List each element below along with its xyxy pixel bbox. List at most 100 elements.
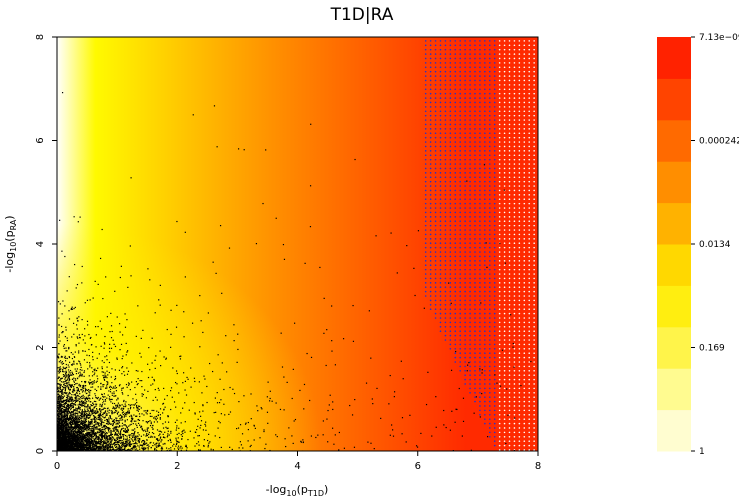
blue-dot bbox=[464, 295, 466, 297]
white-dot bbox=[518, 101, 521, 104]
blue-dot bbox=[493, 352, 496, 354]
data-point bbox=[101, 446, 103, 448]
blue-dot bbox=[424, 220, 427, 223]
data-point bbox=[108, 439, 110, 441]
data-point bbox=[82, 430, 85, 432]
white-dot bbox=[523, 180, 526, 183]
white-dot bbox=[533, 136, 535, 139]
data-point bbox=[83, 401, 85, 404]
white-dot bbox=[528, 189, 531, 192]
data-point bbox=[99, 429, 101, 431]
blue-dot bbox=[434, 211, 437, 214]
data-point bbox=[66, 379, 68, 381]
white-dot bbox=[533, 400, 535, 403]
data-point bbox=[127, 431, 129, 433]
blue-dot bbox=[474, 53, 476, 55]
blue-dot bbox=[493, 242, 496, 245]
blue-dot bbox=[464, 189, 466, 192]
blue-dot bbox=[493, 163, 496, 165]
white-dot bbox=[503, 326, 506, 328]
white-dot bbox=[498, 413, 501, 416]
data-point bbox=[61, 415, 63, 417]
white-dot bbox=[533, 356, 535, 359]
blue-dot bbox=[469, 79, 471, 82]
data-point bbox=[60, 402, 62, 405]
data-point bbox=[143, 414, 145, 416]
white-dot bbox=[533, 119, 535, 121]
blue-dot bbox=[479, 339, 481, 341]
blue-dot bbox=[454, 92, 457, 95]
blue-dot bbox=[454, 66, 457, 69]
blue-dot bbox=[479, 396, 481, 398]
blue-dot bbox=[424, 273, 427, 275]
white-dot bbox=[523, 326, 526, 328]
blue-dot bbox=[434, 202, 437, 205]
data-point bbox=[124, 421, 126, 423]
white-dot bbox=[498, 374, 501, 376]
data-point bbox=[118, 422, 121, 424]
blue-dot bbox=[449, 114, 452, 117]
white-dot bbox=[533, 431, 535, 434]
data-point bbox=[79, 438, 81, 441]
white-dot bbox=[508, 136, 511, 139]
blue-dot bbox=[434, 180, 437, 183]
data-point bbox=[157, 387, 159, 389]
data-point bbox=[82, 422, 84, 425]
data-point bbox=[59, 397, 61, 400]
blue-dot bbox=[469, 233, 471, 236]
white-dot bbox=[503, 413, 506, 416]
data-point bbox=[138, 438, 140, 440]
blue-dot bbox=[474, 251, 476, 253]
data-point bbox=[84, 328, 86, 330]
data-point bbox=[146, 444, 148, 447]
white-dot bbox=[498, 229, 501, 231]
white-dot bbox=[523, 66, 526, 69]
white-dot bbox=[518, 84, 521, 86]
white-dot bbox=[523, 119, 526, 121]
blue-dot bbox=[484, 44, 486, 47]
white-dot bbox=[508, 48, 511, 51]
blue-dot bbox=[459, 264, 461, 267]
white-dot bbox=[508, 347, 511, 350]
blue-dot bbox=[493, 57, 496, 60]
data-point bbox=[62, 429, 64, 431]
white-dot bbox=[518, 123, 521, 126]
white-dot bbox=[528, 242, 531, 245]
data-point bbox=[116, 405, 118, 407]
data-point bbox=[61, 434, 63, 436]
data-point bbox=[126, 351, 128, 353]
white-dot bbox=[513, 150, 516, 152]
data-point bbox=[63, 405, 65, 408]
white-dot bbox=[533, 44, 535, 47]
blue-dot bbox=[454, 101, 457, 104]
data-point bbox=[197, 441, 200, 443]
blue-dot bbox=[434, 40, 437, 42]
data-point bbox=[132, 436, 134, 438]
white-dot bbox=[503, 312, 506, 315]
data-point bbox=[76, 368, 78, 370]
blue-dot bbox=[424, 295, 427, 297]
white-dot bbox=[523, 48, 526, 51]
white-dot bbox=[513, 180, 516, 183]
blue-dot bbox=[464, 260, 466, 262]
blue-dot bbox=[464, 282, 466, 284]
data-point bbox=[58, 412, 60, 415]
blue-dot bbox=[434, 295, 437, 297]
data-point bbox=[107, 428, 109, 430]
white-dot bbox=[523, 189, 526, 192]
blue-dot bbox=[459, 141, 461, 143]
blue-dot bbox=[454, 216, 457, 218]
blue-dot bbox=[439, 88, 442, 91]
blue-dot bbox=[459, 224, 461, 227]
white-dot bbox=[508, 422, 511, 425]
blue-dot bbox=[493, 330, 496, 332]
blue-dot bbox=[474, 145, 476, 148]
white-dot bbox=[533, 92, 535, 95]
white-dot bbox=[503, 123, 506, 126]
blue-dot bbox=[469, 299, 471, 302]
data-point bbox=[100, 440, 103, 442]
blue-dot bbox=[464, 317, 466, 319]
white-dot bbox=[513, 400, 516, 403]
data-point bbox=[64, 410, 66, 412]
blue-dot bbox=[449, 343, 452, 346]
